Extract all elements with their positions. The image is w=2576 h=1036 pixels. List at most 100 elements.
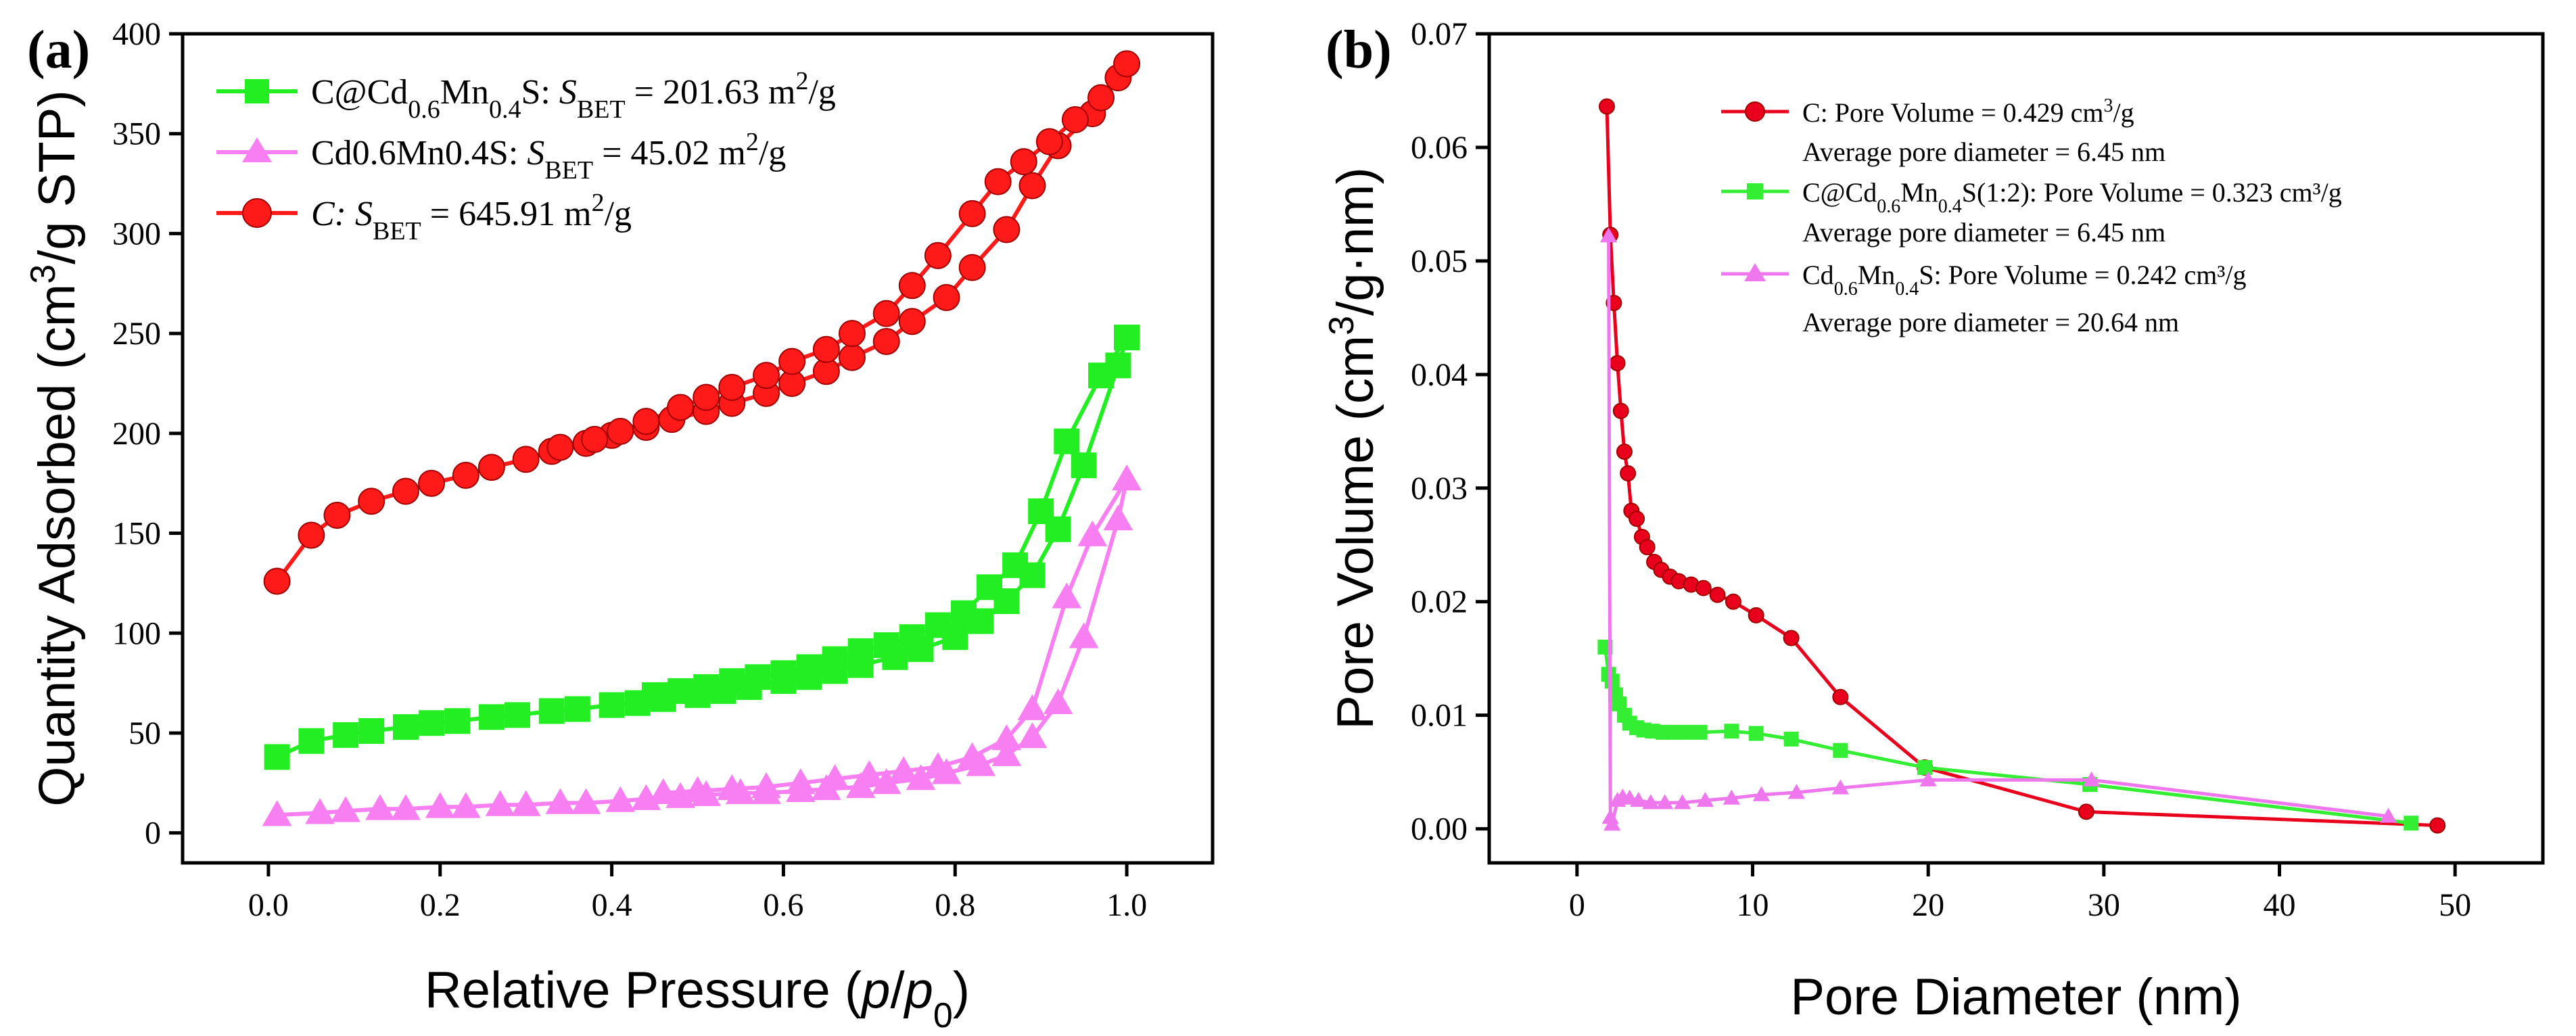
panel-b-series-2: [1599, 227, 2397, 831]
panel-b-series-1-curve-point: [1783, 731, 1799, 747]
panel-a-series-1-desorption-point: [751, 772, 781, 799]
panel-a-series-2-desorption-point: [984, 168, 1012, 195]
panel-a-series-2-desorption-point: [693, 383, 720, 411]
panel-b-ylabel-suffix: /g·nm): [1327, 167, 1384, 316]
panel-b-y-tick-label: 0.05: [1411, 243, 1468, 279]
panel-b-series-2-curve-point: [1831, 779, 1849, 795]
panel-a-series-1-adsorption-point: [991, 740, 1022, 766]
panel-a-series-0-desorption-point: [642, 682, 668, 708]
panel-a-series-0-adsorption-point: [419, 710, 445, 736]
panel-b-series-0-curve-point: [1616, 444, 1633, 461]
legend-b-label-cdmns-line2: Average pore diameter = 20.64 nm: [1802, 307, 2179, 337]
panel-a-series-1-desorption-point: [717, 774, 747, 801]
legend-a0-tail: S:: [521, 73, 559, 112]
legend-b1-mid: Mn: [1900, 177, 1938, 208]
panel-a-xlabel-sub: 0: [933, 996, 953, 1035]
panel-b-series-2-curve-point: [1642, 794, 1660, 809]
panel-a-series-1-adsorption-point: [450, 792, 481, 818]
panel-a-series-2-desorption-point: [718, 373, 746, 401]
panel-a-x-axis-title: Relative Pressure (p/p0): [425, 962, 970, 1035]
panel-b-series-group: [1597, 98, 2446, 834]
panel-a-series-0-desorption-point: [1088, 362, 1115, 389]
panel-a-y-tick-label: 250: [112, 316, 161, 352]
panel-a-x-tick-label: 0.8: [935, 887, 975, 923]
panel-a-series-2-desorption-point: [898, 272, 926, 300]
panel-a-series-2-adsorption-point: [993, 216, 1021, 243]
panel-a-y-tick-label: 50: [128, 715, 161, 751]
panel-a-xlabel-prefix: Relative Pressure (: [425, 962, 862, 1019]
panel-b-series-1-curve-point: [1724, 724, 1739, 739]
panel-a-series-1-adsorption-point: [365, 794, 395, 820]
panel-b-ylabel-sup: 3: [1322, 316, 1361, 335]
panel-b-series-0-curve-point: [1695, 580, 1712, 596]
legend-b1-sub1: 0.6: [1877, 196, 1900, 217]
panel-b-series-1: [1597, 639, 2419, 831]
panel-b-series-0-curve-point: [1748, 607, 1764, 623]
legend-b-marker-composite: [1747, 183, 1763, 199]
panel-b-x-tick-label: 40: [2264, 887, 2296, 923]
panel-a-series-2-adsorption-point: [872, 327, 900, 355]
panel-b-series-1-curve-point: [2404, 816, 2419, 831]
panel-a-series-1-desorption-point: [1077, 520, 1108, 546]
panel-a-series-2-adsorption-point: [898, 308, 926, 335]
panel-a-series-2-desorption-point: [753, 362, 780, 390]
panel-a-series-0-desorption-point: [693, 674, 720, 701]
panel-a-xlabel-suffix: ): [953, 962, 970, 1019]
panel-b-series-0-curve-point: [1639, 539, 1656, 556]
panel-a-series-2-adsorption-point: [323, 501, 351, 529]
panel-b-y-tick-label: 0.07: [1411, 16, 1468, 52]
legend-b-label-carbon: C: Pore Volume = 0.429 cm3/g: [1802, 95, 2134, 128]
legend-a-label-carbon: C: SBET = 645.91 m2/g: [311, 189, 632, 245]
panel-a-series-2-desorption-point: [1010, 148, 1037, 176]
panel-b-y-tick-label: 0.06: [1411, 130, 1468, 166]
panel-b-series-1-curve-point: [1678, 724, 1693, 740]
panel-b-ticks: 0 10 20 30 40 50 0.00 0.01 0.02 0.03 0.04 0.05 0.06 0…: [1411, 16, 2471, 923]
panel-a-series-1-adsorption-point: [871, 768, 901, 795]
panel-a-series-1-desorption-point: [889, 756, 918, 782]
panel-a-series-1-desorption-point: [785, 768, 816, 795]
legend-a0-mid: Mn: [440, 73, 489, 112]
legend-a1-label: Cd0.6Mn0.4S:: [311, 134, 527, 172]
legend-a1-unit: /g: [759, 134, 786, 172]
panel-b-series-0-curve-point: [1609, 355, 1626, 372]
legend-b-label-composite: C@Cd0.6Mn0.4S(1:2): Pore Volume = 0.323 …: [1802, 177, 2342, 217]
panel-a-series-1-adsorption-point: [485, 790, 515, 816]
panel-b-series-1-curve-point: [1917, 759, 1932, 775]
panel-a-series-2-desorption-point: [581, 425, 609, 453]
panel-a-x-tick-label: 1.0: [1106, 887, 1147, 923]
panel-b-series-2-curve-point: [1723, 789, 1740, 805]
legend-a2-unit: /g: [605, 195, 632, 233]
panel-a-series-0-adsorption-point: [333, 722, 359, 748]
panel-a-y-tick-label: 300: [112, 216, 161, 252]
panel-a-y-tick-label: 400: [112, 16, 161, 52]
panel-a-series-2-adsorption-point: [512, 446, 540, 473]
panel-a-series-2-adsorption-point: [263, 567, 291, 595]
panel-a-series-0-adsorption-point: [444, 708, 471, 734]
panel-b-series-1-curve-point: [1748, 726, 1764, 741]
panel-a-series-2-desorption-point: [1061, 106, 1089, 134]
panel-b-series-0-curve-point: [2429, 817, 2446, 834]
legend-a0-sub1: 0.6: [408, 95, 440, 124]
panel-a-plot-frame: [181, 32, 1215, 865]
legend-a-marker-composite: [245, 79, 269, 103]
panel-b-series-0-curve-point: [1725, 593, 1741, 610]
panel-a-series-1-desorption-point: [923, 752, 953, 778]
legend-a0-unit: /g: [808, 73, 835, 112]
panel-a-series-0-adsorption-point: [392, 714, 419, 740]
panel-a-series-1-adsorption-point: [545, 788, 576, 814]
panel-b-legend: C: Pore Volume = 0.429 cm3/g Average por…: [1721, 95, 2342, 337]
legend-a0-sub2: 0.4: [489, 95, 521, 124]
legend-a1-s: S: [527, 134, 544, 172]
panel-a-x-tick-label: 0.0: [248, 887, 289, 923]
legend-a0-sup: 2: [795, 67, 808, 95]
panel-b-y-tick-label: 0.01: [1411, 698, 1468, 734]
legend-a1-sup: 2: [746, 128, 759, 156]
panel-a-series-0-adsorption-point: [538, 698, 565, 724]
panel-a-series-2-desorption-point: [838, 320, 866, 348]
panel-b-y-tick-label: 0.03: [1411, 471, 1468, 507]
panel-a-series-1-adsorption-point: [262, 800, 292, 826]
panel-b-series-2-curve-point: [1599, 227, 1618, 243]
panel-b-x-tick-label: 50: [2439, 887, 2471, 923]
panel-a-series-2-adsorption-point: [392, 477, 419, 505]
panel-a-series-2-desorption-point: [632, 408, 660, 435]
